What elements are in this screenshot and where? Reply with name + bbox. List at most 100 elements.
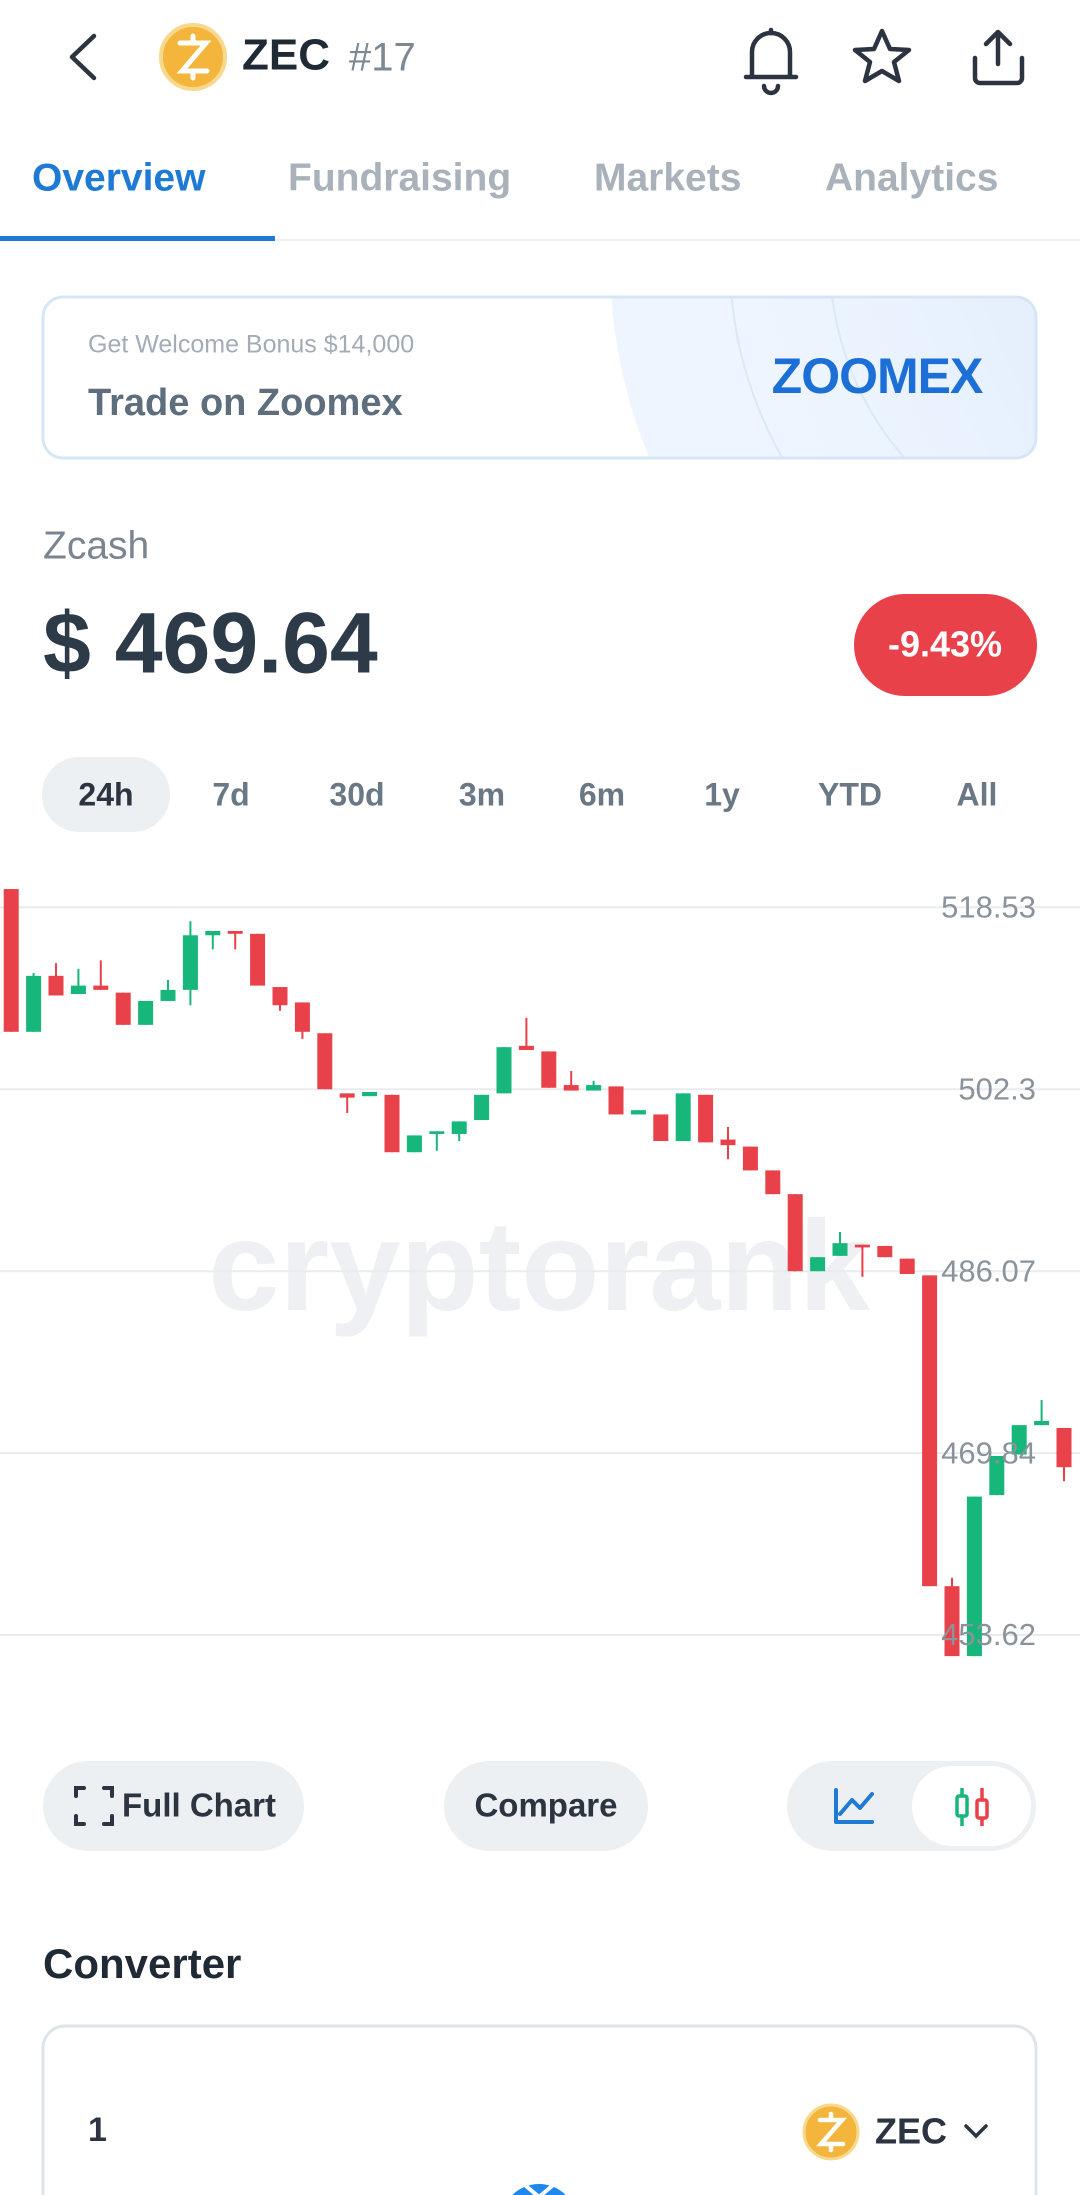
button-label: Compare xyxy=(474,1787,617,1824)
candle-body xyxy=(675,1093,691,1142)
candle-body xyxy=(93,985,109,990)
share-button[interactable] xyxy=(972,29,1025,86)
candle-chart-option[interactable] xyxy=(912,1766,1031,1846)
banner-note: Get Welcome Bonus $14,000 xyxy=(88,331,414,359)
candle-body xyxy=(922,1275,938,1587)
candle-body xyxy=(586,1085,602,1091)
candle-body xyxy=(518,1045,534,1050)
price: $ 469.64 xyxy=(43,596,378,692)
candle-body xyxy=(1056,1427,1072,1468)
candle-body xyxy=(205,931,221,936)
candle-body xyxy=(989,1455,1005,1496)
range-option[interactable]: 30d xyxy=(329,776,384,812)
dropdown-chevron xyxy=(964,2124,988,2139)
range-option[interactable]: 1y xyxy=(704,776,740,812)
candle-body xyxy=(272,987,288,1006)
tab[interactable]: Overview xyxy=(32,156,206,199)
candle-body xyxy=(70,985,86,995)
range-highlight xyxy=(42,757,170,832)
section-title: Converter xyxy=(43,1940,241,1987)
coin-rank: #17 xyxy=(349,36,416,80)
candle-body xyxy=(877,1245,893,1258)
candle-body xyxy=(720,1139,736,1146)
change-badge xyxy=(854,594,1037,696)
candle-body xyxy=(541,1051,557,1088)
tab[interactable]: Analytics xyxy=(825,156,998,199)
range-option[interactable]: 3m xyxy=(459,776,505,812)
candle-body xyxy=(115,992,131,1025)
candle-body xyxy=(294,1002,310,1032)
candle-body xyxy=(765,1170,781,1195)
favorite-button[interactable] xyxy=(852,28,912,84)
expand-icon xyxy=(74,1786,114,1826)
coin-name: Zcash xyxy=(43,524,149,567)
banner-brand: ZOOMEX xyxy=(772,348,983,404)
back-button[interactable] xyxy=(69,33,97,81)
candle-body xyxy=(384,1094,400,1153)
y-tick-label: 486.07 xyxy=(941,1253,1036,1288)
candle-body xyxy=(832,1243,848,1256)
candle-body xyxy=(653,1114,669,1142)
compare-button[interactable] xyxy=(444,1761,648,1851)
candle-body xyxy=(787,1194,803,1272)
tab[interactable]: Markets xyxy=(594,156,741,199)
candle-body xyxy=(250,933,266,986)
candle-body xyxy=(944,1586,960,1657)
candle-body xyxy=(160,989,176,1001)
range-option[interactable]: All xyxy=(957,776,998,812)
candle-body xyxy=(1034,1421,1050,1426)
candle-body xyxy=(742,1146,758,1171)
candle-body xyxy=(451,1121,467,1134)
candle-body xyxy=(899,1258,915,1274)
line-chart-option[interactable] xyxy=(834,1788,874,1824)
promo-banner[interactable]: Get Welcome Bonus $14,000 Trade on Zoome… xyxy=(41,0,1080,780)
y-tick-label: 453.62 xyxy=(941,1617,1036,1652)
candle-body xyxy=(608,1086,624,1115)
range-option[interactable]: 6m xyxy=(579,776,625,812)
alert-button[interactable] xyxy=(743,27,799,96)
coin-icon xyxy=(159,23,227,91)
watermark: cryptorank xyxy=(208,1195,870,1338)
candle-body xyxy=(1011,1425,1027,1455)
banner-title: Trade on Zoomex xyxy=(88,382,403,424)
candle-body xyxy=(496,1047,512,1094)
converter-currency[interactable]: ZEC xyxy=(875,2111,947,2152)
y-tick-label: 469.84 xyxy=(941,1435,1036,1470)
candle-body xyxy=(966,1496,982,1657)
candle-body xyxy=(182,935,198,990)
candle-body xyxy=(339,1093,355,1098)
range-option[interactable]: 7d xyxy=(212,776,249,812)
candle-body xyxy=(429,1131,445,1134)
price-chart: cryptorank 518.53 502.3 486.07 469.84 453.62 xyxy=(0,889,1080,1657)
candle-body xyxy=(810,1257,826,1272)
candle-body xyxy=(3,889,19,1032)
candle-body xyxy=(317,1033,333,1090)
candle-body xyxy=(698,1094,714,1143)
tab-underline xyxy=(0,236,275,241)
candle-body xyxy=(362,1092,378,1097)
candle-body xyxy=(26,975,42,1032)
swap-icon xyxy=(524,2184,554,2195)
converter-amount[interactable]: 1 xyxy=(88,2111,107,2149)
y-tick-label: 518.53 xyxy=(941,889,1036,924)
full-chart-button[interactable] xyxy=(43,1761,304,1851)
range-option[interactable]: 24h xyxy=(78,776,133,812)
tab[interactable]: Fundraising xyxy=(288,156,511,199)
candle-body xyxy=(138,1000,154,1025)
candle-body xyxy=(406,1135,422,1153)
candle-icon xyxy=(955,1788,989,1826)
candle-body xyxy=(227,931,243,934)
range-option[interactable]: YTD xyxy=(818,776,882,812)
candle-body xyxy=(474,1094,490,1121)
candle-body xyxy=(48,975,64,996)
candle-body xyxy=(563,1085,579,1091)
currency-icon xyxy=(802,2103,860,2161)
candle-body xyxy=(854,1244,870,1248)
y-tick-label: 502.3 xyxy=(958,1071,1036,1106)
converter-card xyxy=(41,2024,1038,2195)
candle-body xyxy=(630,1110,646,1115)
coin-symbol: ZEC xyxy=(242,31,330,80)
button-label: Full Chart xyxy=(122,1787,276,1824)
change-value: -9.43% xyxy=(888,624,1002,665)
